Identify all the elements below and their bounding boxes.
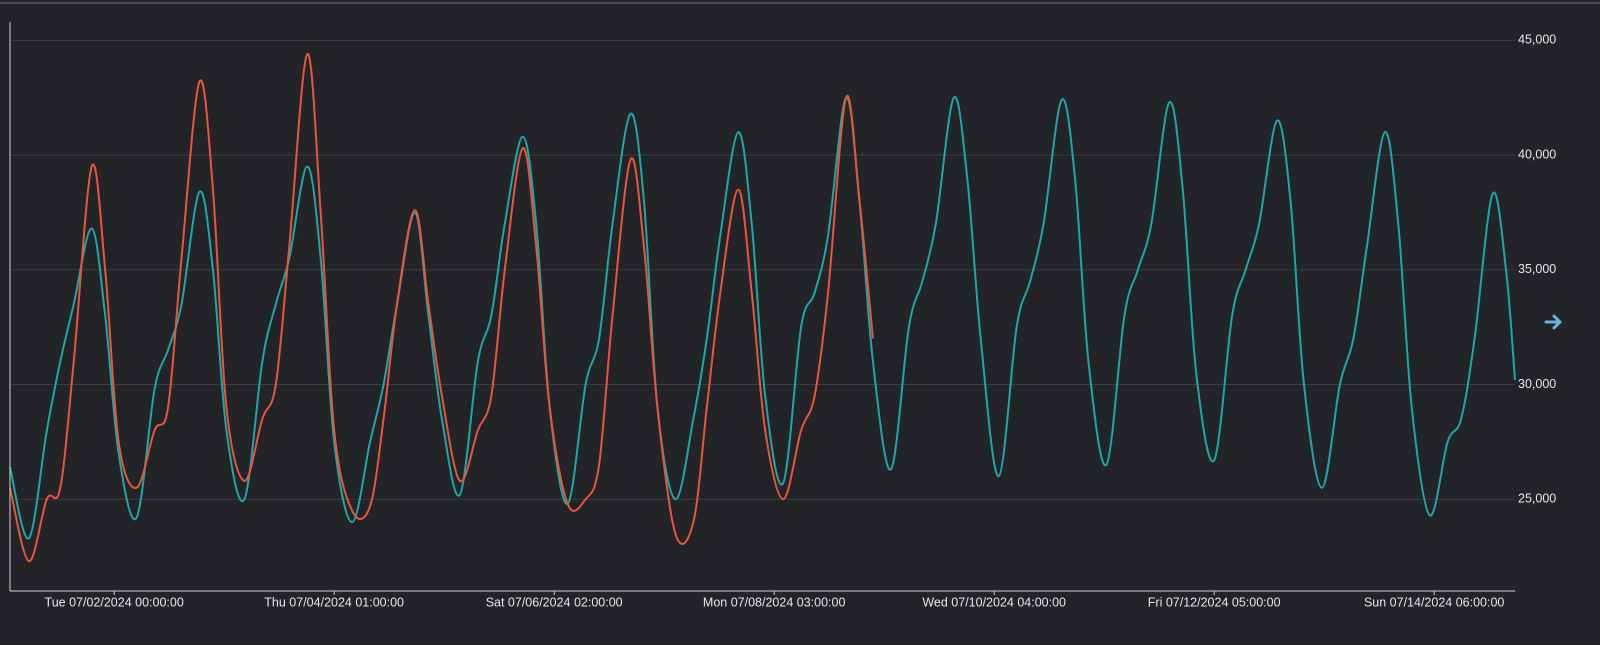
x-tick-label: Wed 07/10/2024 04:00:00 [922, 595, 1066, 609]
x-tick-label: Tue 07/02/2024 00:00:00 [45, 595, 184, 609]
plot-area [9, 53, 1516, 563]
grid [10, 39, 1515, 500]
x-tick-label: Sun 07/14/2024 06:00:00 [1364, 595, 1504, 609]
arrow-icon[interactable] [1544, 314, 1562, 330]
series-line [9, 96, 1516, 540]
expand-arrow[interactable] [1544, 314, 1562, 330]
x-tick-label: Sat 07/06/2024 02:00:00 [486, 595, 623, 609]
y-tick-label: 45,000 [1518, 33, 1556, 47]
x-tick-label: Fri 07/12/2024 05:00:00 [1148, 595, 1281, 609]
x-tick-label: Thu 07/04/2024 01:00:00 [264, 595, 404, 609]
y-tick-label: 30,000 [1518, 377, 1556, 391]
y-tick-label: 35,000 [1518, 262, 1556, 276]
y-tick-label: 25,000 [1518, 492, 1556, 506]
y-tick-label: 40,000 [1518, 147, 1556, 161]
series-line [9, 53, 874, 563]
x-tick-label: Mon 07/08/2024 03:00:00 [703, 595, 846, 609]
